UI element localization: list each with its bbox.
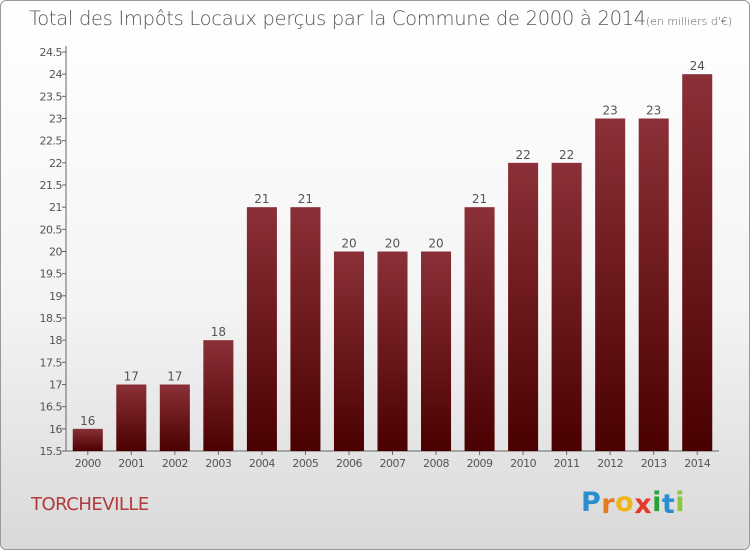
bar-2005 bbox=[290, 207, 321, 451]
y-tick-label: 22.5 bbox=[40, 135, 63, 148]
bar-2000 bbox=[72, 428, 103, 451]
bars bbox=[72, 74, 713, 452]
bar-2013 bbox=[638, 118, 669, 451]
y-tick-label: 23.5 bbox=[40, 90, 63, 103]
logo-letter: i bbox=[675, 487, 686, 518]
commune-name: TORCHEVILLE bbox=[31, 494, 149, 515]
x-tick-label: 2004 bbox=[249, 457, 275, 470]
data-label-2002: 17 bbox=[167, 370, 182, 384]
chart-title: Total des Impôts Locaux perçus par la Co… bbox=[29, 7, 732, 30]
x-tick-label: 2012 bbox=[597, 457, 623, 470]
y-tick-label: 18.5 bbox=[40, 312, 63, 325]
data-label-2010: 22 bbox=[515, 148, 530, 162]
logo-letter: P bbox=[581, 487, 602, 518]
y-tick-label: 24.5 bbox=[40, 46, 63, 59]
logo-letter: o bbox=[615, 487, 635, 518]
bar-2009 bbox=[464, 207, 495, 451]
y-tick-label: 19.5 bbox=[40, 268, 63, 281]
y-tick-label: 21 bbox=[49, 201, 62, 214]
y-tick-label: 22 bbox=[49, 157, 62, 170]
y-tick-label: 17 bbox=[49, 379, 62, 392]
data-label-2008: 20 bbox=[428, 237, 443, 251]
logo-letter: i bbox=[652, 487, 662, 518]
x-tick-label: 2008 bbox=[423, 457, 449, 470]
data-labels: 16 17 17 18 21 21 20 20 20 21 22 22 23 23 24 bbox=[80, 59, 705, 428]
x-tick-label: 2005 bbox=[292, 457, 318, 470]
bar-2011 bbox=[551, 162, 582, 452]
x-tick-label: 2007 bbox=[380, 457, 406, 470]
data-label-2006: 20 bbox=[341, 237, 356, 251]
y-tick-label: 16 bbox=[49, 423, 62, 436]
x-tick-label: 2014 bbox=[684, 457, 710, 470]
bar-2006 bbox=[333, 251, 364, 451]
x-tick-label: 2001 bbox=[118, 457, 144, 470]
bar-2004 bbox=[246, 207, 277, 451]
bar-2002 bbox=[159, 384, 190, 451]
y-tick-label: 16.5 bbox=[40, 401, 63, 414]
data-label-2000: 16 bbox=[80, 414, 95, 428]
chart-title-text: Total des Impôts Locaux perçus par la Co… bbox=[29, 7, 646, 30]
x-tick-label: 2011 bbox=[554, 457, 580, 470]
bar-2014 bbox=[682, 74, 713, 452]
x-tick-label: 2006 bbox=[336, 457, 362, 470]
y-tick-label: 19 bbox=[49, 290, 62, 303]
bar-2001 bbox=[116, 384, 147, 451]
data-label-2014: 24 bbox=[690, 59, 705, 73]
data-label-2003: 18 bbox=[211, 325, 226, 339]
y-tick-label: 23 bbox=[49, 113, 62, 126]
data-label-2009: 21 bbox=[472, 192, 487, 206]
bar-2012 bbox=[595, 118, 626, 451]
logo-letter: t bbox=[661, 489, 676, 520]
data-label-2005: 21 bbox=[298, 192, 313, 206]
bar-2003 bbox=[203, 340, 234, 451]
data-label-2011: 22 bbox=[559, 148, 574, 162]
x-tick-label: 2003 bbox=[205, 457, 231, 470]
y-tick-label: 20.5 bbox=[40, 223, 63, 236]
y-tick-label: 15.5 bbox=[40, 445, 63, 458]
y-tick-label: 21.5 bbox=[40, 179, 63, 192]
data-label-2004: 21 bbox=[254, 192, 269, 206]
proxiti-logo: Proxiti bbox=[581, 487, 686, 520]
data-label-2007: 20 bbox=[385, 237, 400, 251]
chart-title-unit: (en milliers d'€) bbox=[645, 15, 733, 28]
y-tick-label: 18 bbox=[49, 334, 62, 347]
y-tick-label: 17.5 bbox=[40, 356, 63, 369]
bar-2008 bbox=[421, 251, 452, 451]
logo-letter: r bbox=[601, 489, 616, 520]
x-tick-label: 2010 bbox=[510, 457, 536, 470]
x-tick-label: 2009 bbox=[467, 457, 493, 470]
x-tick-label: 2002 bbox=[162, 457, 188, 470]
data-label-2013: 23 bbox=[646, 104, 661, 118]
bar-2010 bbox=[508, 162, 539, 452]
y-tick-label: 20 bbox=[49, 246, 62, 259]
data-label-2012: 23 bbox=[603, 104, 618, 118]
x-tick-label: 2000 bbox=[75, 457, 101, 470]
bar-2007 bbox=[377, 251, 408, 451]
x-tick-label: 2013 bbox=[641, 457, 667, 470]
logo-letter: x bbox=[634, 489, 653, 520]
y-tick-label: 24 bbox=[49, 68, 62, 81]
data-label-2001: 17 bbox=[124, 370, 139, 384]
